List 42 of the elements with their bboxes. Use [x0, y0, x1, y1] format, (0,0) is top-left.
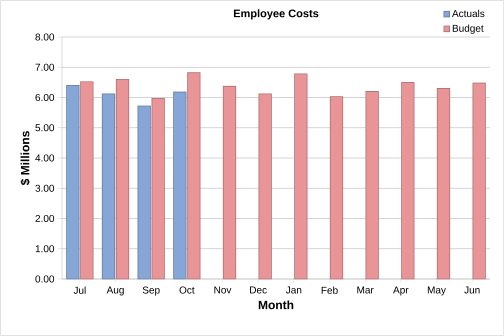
- y-tick-label: 3.00: [35, 184, 54, 192]
- legend-label: Actuals: [452, 10, 484, 18]
- x-tick-label: Nov: [214, 286, 232, 294]
- bar: [258, 93, 272, 280]
- y-tick-label: 0.00: [35, 275, 54, 283]
- x-tick-label: Feb: [322, 286, 338, 294]
- y-tick-label: 6.00: [36, 94, 54, 102]
- y-tick-label: 1.00: [36, 245, 54, 252]
- bar: [173, 92, 186, 280]
- bar: [366, 91, 379, 280]
- bar: [294, 74, 308, 280]
- y-tick-label: 4.00: [35, 154, 54, 162]
- bar: [152, 98, 165, 280]
- bar: [116, 78, 130, 280]
- bar: [187, 72, 200, 280]
- x-tick-label: Sep: [142, 286, 160, 296]
- x-tick-label: Jan: [286, 286, 302, 294]
- bar: [80, 81, 94, 280]
- bar: [102, 93, 116, 280]
- x-tick-label: Jun: [464, 286, 480, 294]
- y-tick-label: 7.00: [36, 64, 54, 71]
- bar: [472, 82, 486, 280]
- x-tick-label: Mar: [357, 286, 374, 294]
- x-axis-title: Month: [258, 300, 294, 310]
- bar: [401, 82, 414, 280]
- x-tick-label: Oct: [180, 286, 195, 294]
- bar: [138, 106, 151, 280]
- bar: [436, 88, 450, 280]
- y-tick-label: 2.00: [36, 214, 54, 222]
- x-tick-label: Jul: [74, 286, 86, 294]
- bar: [222, 86, 236, 280]
- x-tick-label: Aug: [106, 286, 124, 296]
- x-tick-label: Apr: [393, 286, 408, 296]
- chart-title: Employee Costs: [234, 9, 318, 20]
- legend-label: Budget: [452, 24, 484, 34]
- y-axis-title: $ Millions: [20, 131, 30, 186]
- bar: [66, 84, 80, 280]
- bar: [330, 96, 344, 280]
- y-tick-label: 5.00: [35, 124, 54, 132]
- x-tick-label: Dec: [250, 286, 267, 294]
- x-tick-label: May: [428, 286, 446, 296]
- y-tick-label: 8.00: [35, 33, 54, 41]
